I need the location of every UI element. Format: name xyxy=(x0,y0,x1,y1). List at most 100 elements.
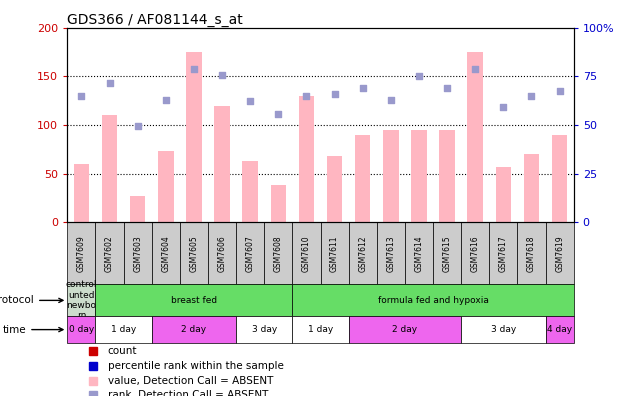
Text: GSM7605: GSM7605 xyxy=(189,235,199,272)
Text: GSM7619: GSM7619 xyxy=(555,235,564,272)
Point xyxy=(442,85,453,91)
Bar xyxy=(180,223,208,284)
Text: GSM7615: GSM7615 xyxy=(442,235,452,272)
Bar xyxy=(433,223,461,284)
Bar xyxy=(299,96,314,223)
Text: GSM7611: GSM7611 xyxy=(330,235,339,272)
Bar xyxy=(152,223,180,284)
Bar xyxy=(236,316,292,343)
Bar xyxy=(292,316,349,343)
Bar xyxy=(236,223,264,284)
Text: GSM7612: GSM7612 xyxy=(358,235,367,272)
Point xyxy=(358,85,368,91)
Text: GSM7616: GSM7616 xyxy=(470,235,479,272)
Bar xyxy=(96,223,124,284)
Bar xyxy=(292,284,574,316)
Bar xyxy=(405,223,433,284)
Text: 1 day: 1 day xyxy=(308,325,333,334)
Bar xyxy=(242,161,258,223)
Text: GSM7604: GSM7604 xyxy=(162,235,171,272)
Bar xyxy=(349,223,377,284)
Bar xyxy=(495,167,511,223)
Point xyxy=(470,65,480,72)
Bar xyxy=(96,316,152,343)
Bar xyxy=(524,154,539,223)
Point xyxy=(329,91,340,97)
Point xyxy=(104,80,115,86)
Point xyxy=(217,72,227,78)
Bar xyxy=(327,156,342,223)
Bar xyxy=(102,115,117,223)
Text: GSM7608: GSM7608 xyxy=(274,235,283,272)
Point xyxy=(188,65,199,72)
Point xyxy=(161,97,171,103)
Text: GSM7609: GSM7609 xyxy=(77,235,86,272)
Point xyxy=(133,123,143,129)
Bar xyxy=(67,284,96,316)
Text: GSM7610: GSM7610 xyxy=(302,235,311,272)
Point xyxy=(554,88,565,94)
Bar xyxy=(545,316,574,343)
Text: GSM7618: GSM7618 xyxy=(527,235,536,272)
Text: 2 day: 2 day xyxy=(392,325,417,334)
Text: 1 day: 1 day xyxy=(111,325,136,334)
Bar xyxy=(349,316,461,343)
Text: protocol: protocol xyxy=(0,295,63,305)
Point xyxy=(386,97,396,103)
Bar xyxy=(320,223,349,284)
Text: time: time xyxy=(3,325,63,335)
Bar xyxy=(552,135,567,223)
Point xyxy=(414,73,424,80)
Bar xyxy=(439,130,455,223)
Bar xyxy=(67,223,96,284)
Text: GSM7603: GSM7603 xyxy=(133,235,142,272)
Bar xyxy=(467,52,483,223)
Text: GSM7614: GSM7614 xyxy=(415,235,424,272)
Text: formula fed and hypoxia: formula fed and hypoxia xyxy=(378,296,488,305)
Bar xyxy=(208,223,236,284)
Point xyxy=(301,93,312,99)
Bar xyxy=(489,223,517,284)
Text: GDS366 / AF081144_s_at: GDS366 / AF081144_s_at xyxy=(67,13,243,27)
Bar xyxy=(130,196,146,223)
Bar xyxy=(545,223,574,284)
Text: breast fed: breast fed xyxy=(171,296,217,305)
Text: GSM7613: GSM7613 xyxy=(387,235,395,272)
Text: 0 day: 0 day xyxy=(69,325,94,334)
Bar xyxy=(377,223,405,284)
Text: GSM7617: GSM7617 xyxy=(499,235,508,272)
Bar xyxy=(271,185,286,223)
Bar xyxy=(214,106,229,223)
Text: GSM7606: GSM7606 xyxy=(217,235,226,272)
Text: 2 day: 2 day xyxy=(181,325,206,334)
Point xyxy=(245,97,255,104)
Text: 4 day: 4 day xyxy=(547,325,572,334)
Bar xyxy=(412,130,427,223)
Bar xyxy=(461,316,545,343)
Bar xyxy=(461,223,489,284)
Text: percentile rank within the sample: percentile rank within the sample xyxy=(108,361,284,371)
Bar xyxy=(355,135,370,223)
Text: GSM7602: GSM7602 xyxy=(105,235,114,272)
Text: value, Detection Call = ABSENT: value, Detection Call = ABSENT xyxy=(108,375,273,386)
Point xyxy=(76,93,87,99)
Bar xyxy=(158,151,174,223)
Bar xyxy=(67,316,96,343)
Bar xyxy=(186,52,202,223)
Text: rank, Detection Call = ABSENT: rank, Detection Call = ABSENT xyxy=(108,390,268,396)
Point xyxy=(526,93,537,99)
Bar xyxy=(74,164,89,223)
Text: count: count xyxy=(108,346,137,356)
Bar xyxy=(152,316,236,343)
Bar xyxy=(292,223,320,284)
Point xyxy=(273,111,283,118)
Text: 3 day: 3 day xyxy=(491,325,516,334)
Text: 3 day: 3 day xyxy=(252,325,277,334)
Text: control
unted
newbo
rn: control unted newbo rn xyxy=(65,280,97,320)
Text: GSM7607: GSM7607 xyxy=(246,235,254,272)
Bar xyxy=(517,223,545,284)
Bar xyxy=(124,223,152,284)
Bar xyxy=(383,130,399,223)
Bar xyxy=(96,284,292,316)
Point xyxy=(498,103,508,110)
